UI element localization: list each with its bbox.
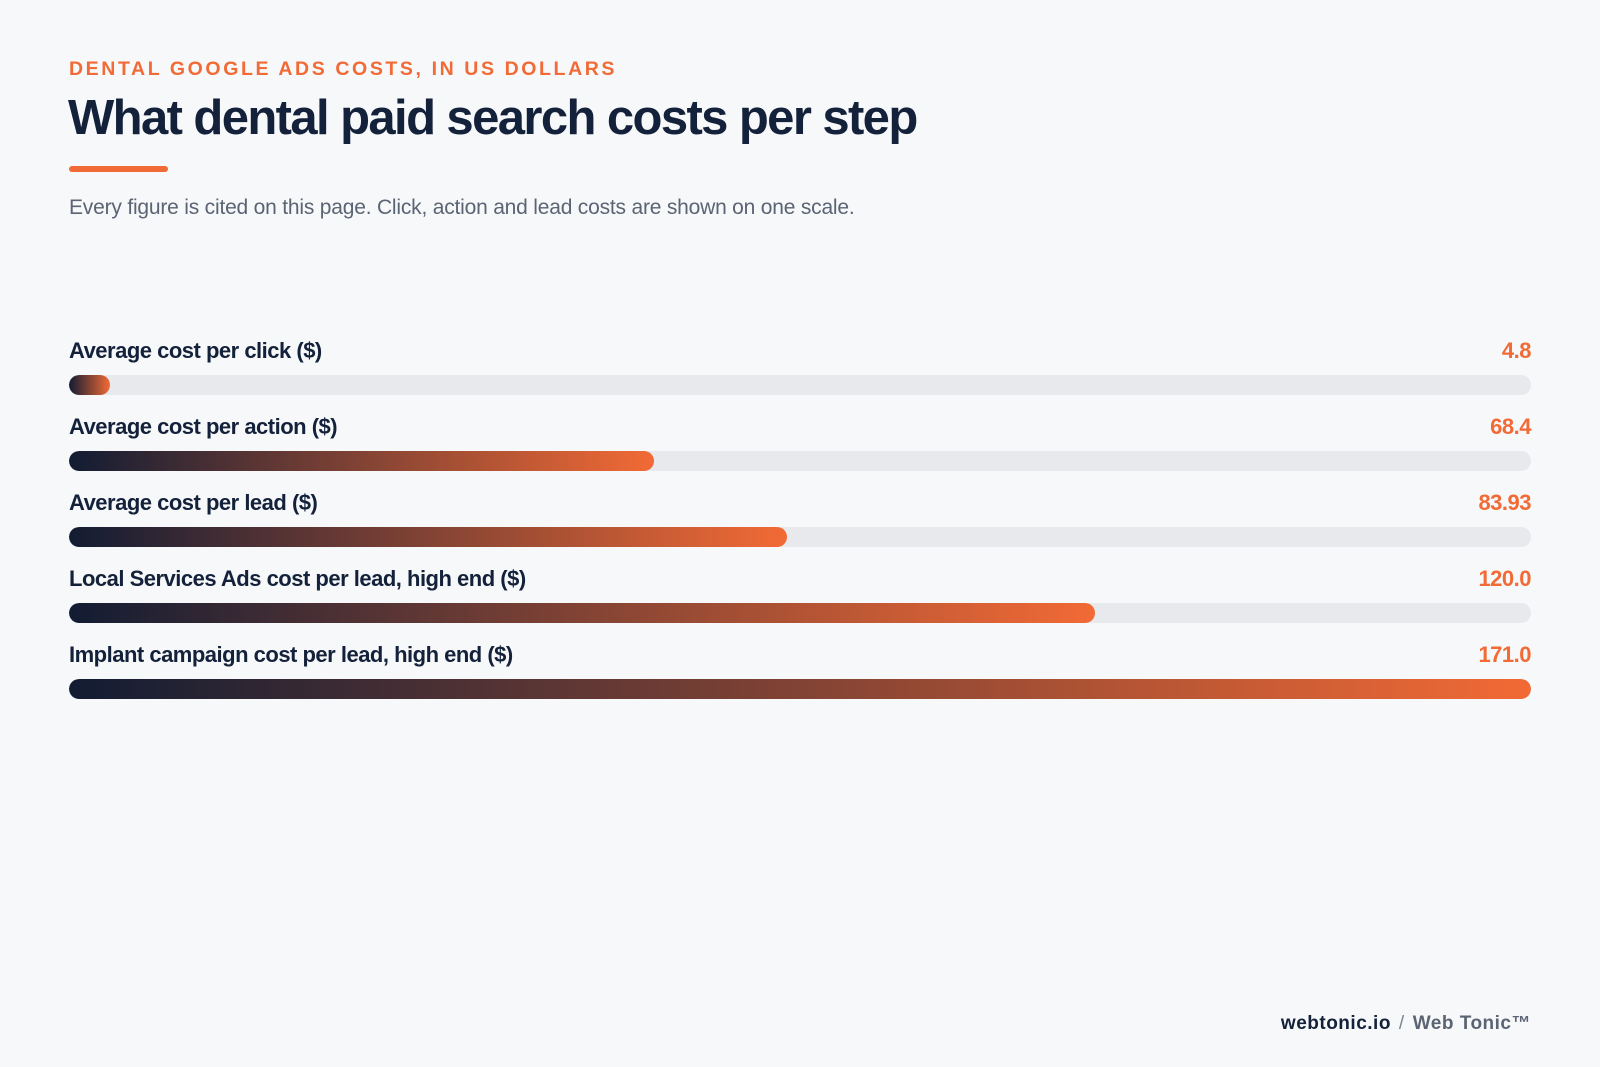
bar-value-label: 120.0 xyxy=(1478,566,1531,591)
bar-row: Local Services Ads cost per lead, high e… xyxy=(69,558,1531,630)
bar-track xyxy=(69,451,1531,471)
bar-row: Average cost per click ($) 4.8 xyxy=(69,330,1532,402)
bar-row: Average cost per action ($) 68.4 xyxy=(69,406,1531,478)
bar xyxy=(69,679,1531,699)
bar xyxy=(69,375,111,395)
bar-label: Local Services Ads cost per lead, high e… xyxy=(69,566,526,591)
bar-value-label: 68.4 xyxy=(1490,414,1531,439)
bar-track xyxy=(69,603,1531,623)
eyebrow-label: DENTAL GOOGLE ADS COSTS, IN US DOLLARS xyxy=(69,58,618,80)
bar-track xyxy=(69,527,1531,547)
bar-value-label: 171.0 xyxy=(1478,642,1531,667)
bar-label: Implant campaign cost per lead, high end… xyxy=(69,642,513,667)
title-underline xyxy=(69,166,168,172)
footer-brand: Web Tonic™ xyxy=(1412,1013,1531,1034)
bar xyxy=(69,603,1095,623)
bar xyxy=(69,451,654,471)
bar xyxy=(69,527,787,547)
footer-credit: webtonic.io / Web Tonic™ xyxy=(1281,1013,1531,1035)
footer-separator: / xyxy=(1398,1013,1405,1034)
bar-row: Implant campaign cost per lead, high end… xyxy=(69,634,1531,706)
page-subtitle: Every figure is cited on this page. Clic… xyxy=(69,196,855,219)
bar-label: Average cost per click ($) xyxy=(69,338,322,363)
bar-label: Average cost per lead ($) xyxy=(69,490,318,515)
footer-site: webtonic.io xyxy=(1280,1013,1391,1034)
page-title: What dental paid search costs per step xyxy=(68,91,918,145)
bar-value-label: 4.8 xyxy=(1501,338,1532,363)
bar-value-label: 83.93 xyxy=(1478,490,1531,515)
bar-label: Average cost per action ($) xyxy=(69,414,338,439)
bar-track xyxy=(69,679,1531,699)
bar-track xyxy=(69,375,1531,395)
bar-row: Average cost per lead ($) 83.93 xyxy=(69,482,1531,554)
